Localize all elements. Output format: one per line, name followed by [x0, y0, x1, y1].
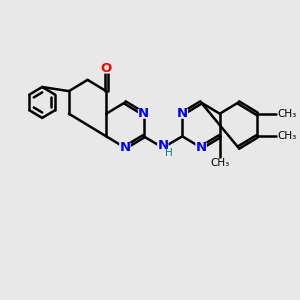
- FancyBboxPatch shape: [195, 142, 207, 153]
- FancyBboxPatch shape: [177, 109, 188, 119]
- Text: N: N: [119, 141, 130, 154]
- Text: CH₃: CH₃: [210, 158, 229, 168]
- Text: N: N: [196, 141, 207, 154]
- FancyBboxPatch shape: [138, 109, 149, 119]
- Text: CH₃: CH₃: [277, 131, 296, 141]
- Text: N: N: [138, 107, 149, 120]
- FancyBboxPatch shape: [157, 142, 169, 153]
- FancyBboxPatch shape: [100, 64, 112, 74]
- Text: CH₃: CH₃: [277, 109, 296, 119]
- Text: O: O: [100, 62, 112, 75]
- Text: H: H: [165, 148, 173, 158]
- Text: N: N: [177, 107, 188, 120]
- Text: N: N: [157, 139, 168, 152]
- FancyBboxPatch shape: [119, 142, 131, 153]
